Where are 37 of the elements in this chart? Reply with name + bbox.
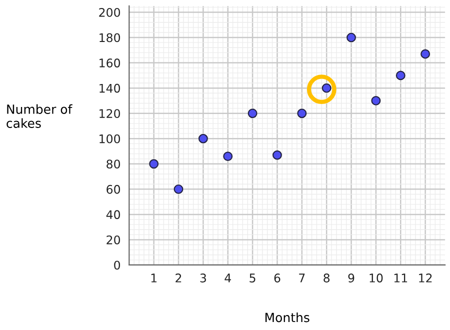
y-tick-label: 200 xyxy=(99,8,120,17)
point xyxy=(306,74,336,104)
x-tick-label: 10 xyxy=(370,274,383,282)
x-tick-label: 1 xyxy=(151,274,156,282)
point xyxy=(346,32,356,42)
point xyxy=(297,108,307,118)
x-axis-title: Months xyxy=(265,312,310,322)
x-tick-label: 12 xyxy=(419,274,432,282)
point xyxy=(420,49,430,59)
y-tick-label: 0 xyxy=(114,260,120,270)
point xyxy=(248,108,258,118)
y-tick-label: 120 xyxy=(100,109,120,118)
y-tick-label: 60 xyxy=(106,184,120,194)
y-tick-label: 160 xyxy=(100,58,120,68)
x-tick-label: 3 xyxy=(200,274,206,282)
point xyxy=(198,134,208,144)
x-tick-label: 2 xyxy=(176,274,182,282)
point xyxy=(174,184,184,194)
x-tick-label: 4 xyxy=(224,274,231,282)
point xyxy=(371,96,381,106)
x-tick-label: 9 xyxy=(348,274,354,282)
y-tick-label: 40 xyxy=(106,210,120,220)
point xyxy=(149,159,159,169)
y-tick-label: 140 xyxy=(100,84,120,93)
y-tick-label: 100 xyxy=(100,134,120,144)
point xyxy=(396,70,406,80)
y-tick-label: 20 xyxy=(106,235,120,244)
x-tick-label: 8 xyxy=(324,274,330,282)
x-tick-label: 11 xyxy=(394,274,408,282)
y-tick-label: 180 xyxy=(100,33,120,42)
x-tick-label: 5 xyxy=(250,274,256,282)
y-tick-label: 80 xyxy=(106,160,120,169)
x-tick-label: 7 xyxy=(299,274,305,282)
y-axis-title: Number of cakes xyxy=(6,104,72,128)
x-tick-label: 6 xyxy=(274,274,280,282)
point xyxy=(223,152,233,162)
point xyxy=(272,150,282,160)
